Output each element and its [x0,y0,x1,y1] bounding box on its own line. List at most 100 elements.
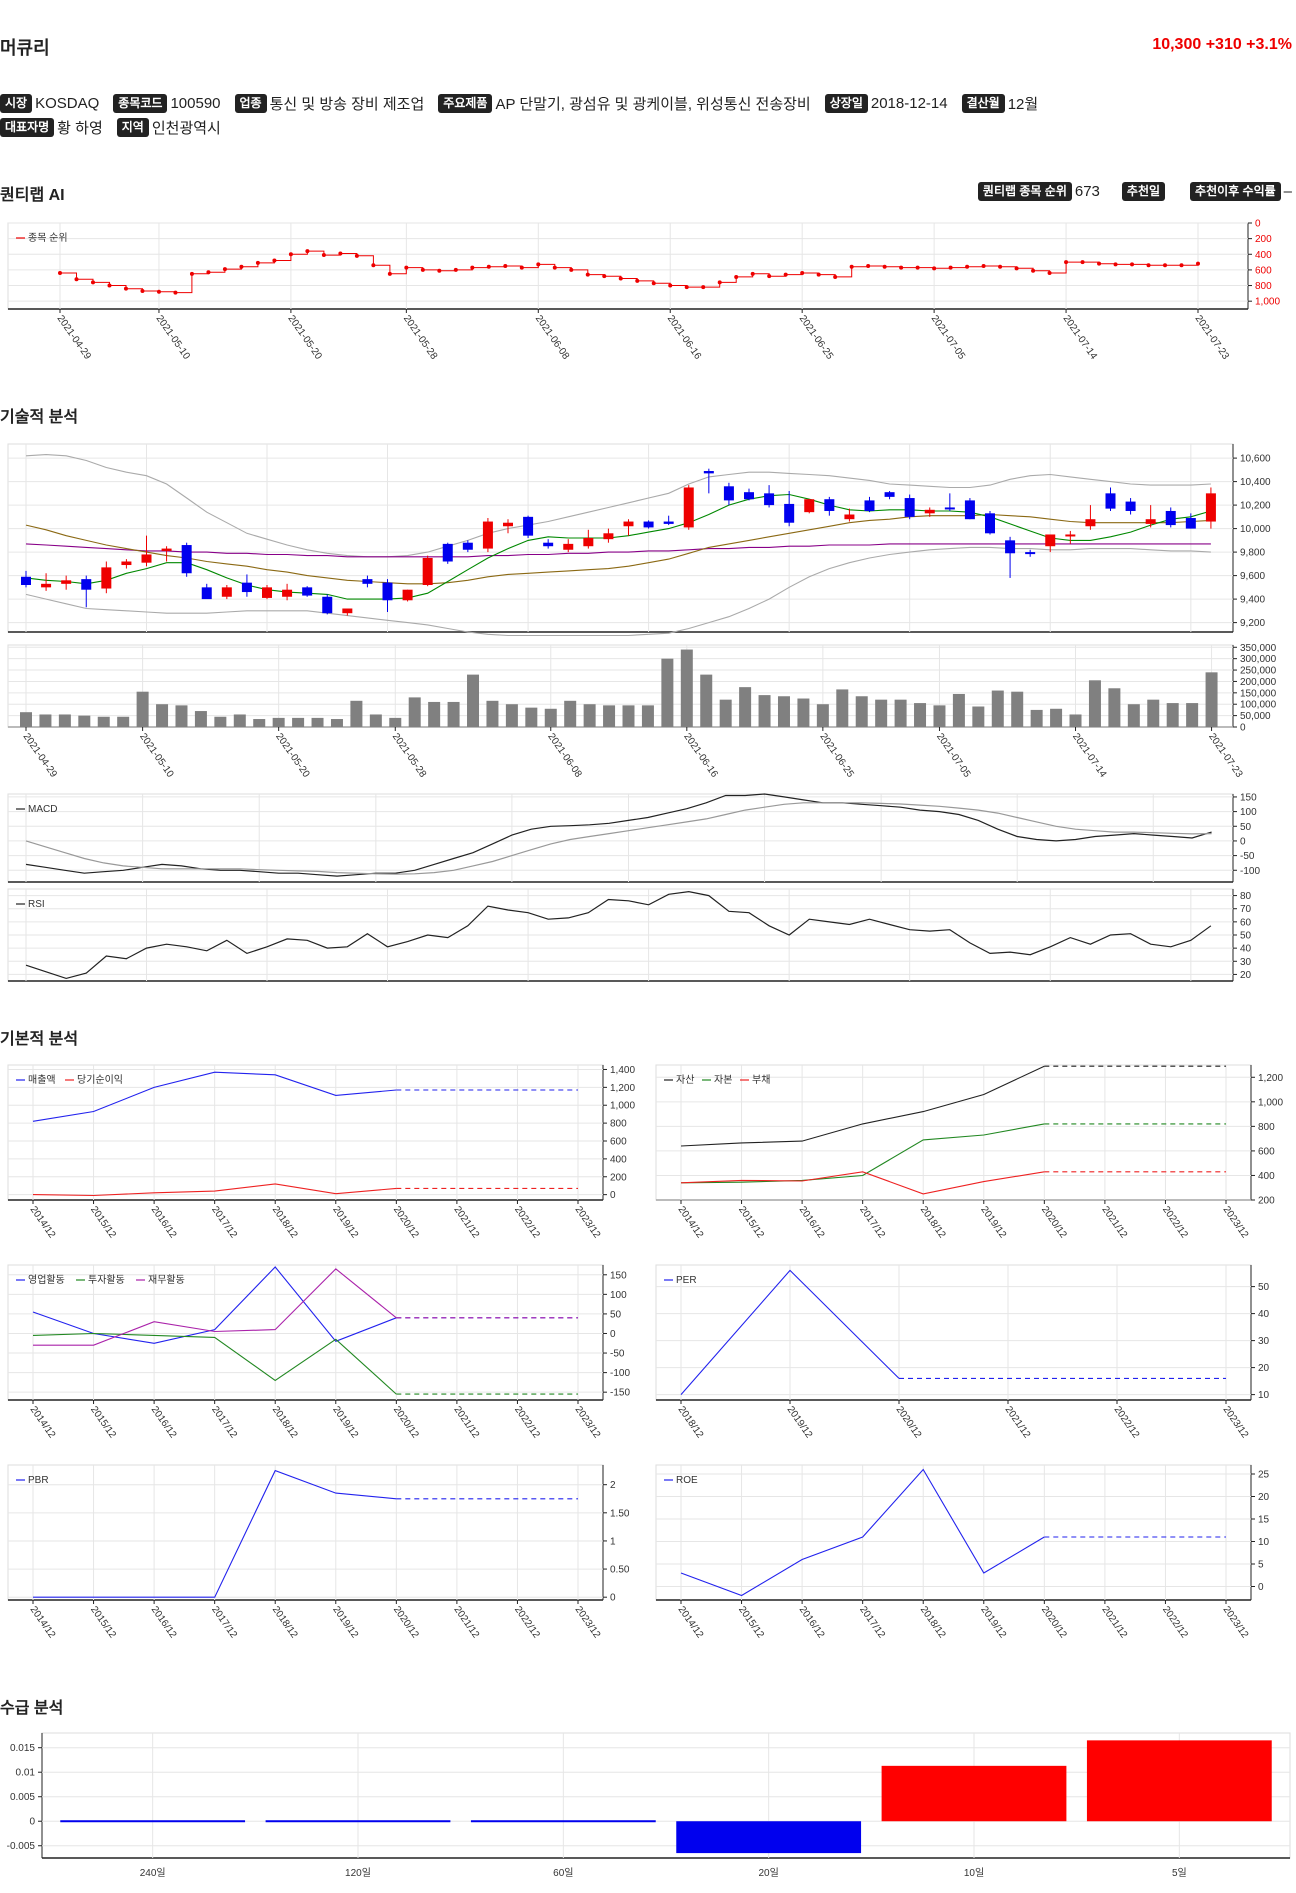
assets-x-tick-label: 2018/12 [918,1204,948,1240]
stock-name: 머큐리 [0,38,50,58]
per-series-line [680,1269,900,1395]
ceo-label: 대표자명 [0,118,55,137]
candle-body [262,587,272,598]
volume-bar [758,695,771,727]
volume-bar [1147,699,1160,727]
price-chart: 9,200 9,400 9,600 9,800 10,000 10,200 10,400 10… [7,443,1271,637]
rank-point [321,253,326,258]
price-y-tick-label: 9,600 [1240,571,1265,582]
volume-x-tick-label: 2021-06-08 [545,731,584,780]
candle-body [583,538,594,547]
ai-summary: 퀀티랩 종목 순위 673 추천일 추천이후 수익률 – [977,182,1292,201]
supply-y-tick-label: 0.01 [16,1768,36,1779]
rank-point [701,285,706,290]
rank-point [420,267,425,272]
roe-x-tick-label: 2016/12 [797,1604,827,1640]
assets-series-line [680,1065,1045,1147]
pbr-y-tick-label: 0.50 [610,1565,630,1576]
products-value: AP 단말기, 광섬유 및 광케이블, 위성통신 전송장비 [495,96,811,113]
rank-point [288,252,293,257]
ma20-line [25,513,1211,585]
volume-bar [1108,688,1121,727]
volume-bar [1069,714,1082,727]
rank-point [585,272,590,277]
cashflow-legend-label: 투자활동 [88,1273,125,1286]
volume-bar [1186,703,1199,727]
roe-y-tick-label: 5 [1258,1560,1264,1571]
volume-bar [700,674,713,727]
per-x-tick-label: 2019/12 [785,1404,815,1440]
rsi-y-tick-label: 70 [1240,904,1252,915]
candle-body [201,587,212,600]
return-value: – [1283,183,1292,200]
per-chart: 10 20 30 40 50 2018/12 2019/12 2020/12 2021/12 20… [655,1264,1270,1441]
rank-point [1097,261,1102,266]
rank-point [1179,263,1184,268]
cashflow-x-tick-label: 2023/12 [573,1404,603,1440]
supply-x-tick-label: 10일 [964,1867,984,1879]
cashflow-series-line [33,1268,397,1346]
rank-x-tick-label: 2021-05-28 [401,313,440,362]
candle-body [181,545,192,574]
roe-x-tick-label: 2020/12 [1039,1604,1069,1640]
rank-point [767,274,772,279]
candle-body [643,521,654,528]
supply-bar [676,1821,862,1854]
macd-y-tick-label: 100 [1240,807,1257,818]
pbr-x-tick-label: 2017/12 [209,1604,239,1640]
candle-body [824,499,835,511]
volume-bar [991,690,1004,727]
sales-series-line [32,1071,397,1122]
rank-plot-frame [7,222,1249,310]
volume-bar [350,700,363,727]
volume-bar [622,705,635,727]
per-y-tick-label: 20 [1258,1363,1270,1374]
volume-bar [1050,708,1063,727]
candle-body [563,543,574,550]
candle-body [944,507,955,510]
candle-body [221,587,232,597]
volume-bar [933,705,946,727]
candle-body [1065,534,1076,537]
candle-body [543,542,554,547]
volume-y-tick-label: 50,000 [1240,711,1271,722]
volume-bar [389,717,402,727]
roe-x-tick-label: 2023/12 [1221,1604,1251,1640]
assets-plot-frame [655,1064,1252,1201]
section-title-fundamental: 기본적 분석 [0,1031,79,1048]
assets-x-tick-label: 2014/12 [676,1204,706,1240]
assets-y-tick-label: 800 [1258,1122,1275,1133]
rank-point [866,264,871,268]
return-label: 추천이후 수익률 [1190,182,1281,201]
rank-point [58,271,62,276]
candle-body [141,554,152,563]
supply-bar [265,1820,451,1823]
candle-body [161,548,172,551]
volume-bar [330,719,343,727]
sales-series-line [32,1183,397,1197]
volume-bar [447,701,460,727]
volume-bar [156,704,169,727]
rank-point [981,264,986,268]
candle-body [723,486,734,501]
assets-x-tick-label: 2019/12 [978,1204,1008,1240]
assets-chart: 200 400 600 800 1,000 1,200 2014/12 2015/12 2016… [655,1064,1283,1241]
rank-label: 퀀티랩 종목 순위 [977,182,1072,201]
code-label: 종목코드 [113,94,168,113]
volume-y-tick-label: 150,000 [1240,688,1277,699]
volume-bar [272,717,285,727]
volume-x-tick-label: 2021-07-23 [1206,731,1245,780]
candle-body [844,514,855,520]
rank-point [618,276,623,281]
candle-body [302,587,313,596]
rank-point [206,270,211,275]
rank-point [1196,261,1200,266]
macd-y-tick-label: -100 [1240,866,1260,877]
rank-point [354,253,359,258]
supply-chart: -0.005 0 0.005 0.01 0.015 240일 120일 60일 20일 10일 5일 [7,1732,1291,1879]
candle-body [1145,519,1156,524]
candle-body [964,500,975,520]
cashflow-y-tick-label: -50 [610,1349,625,1360]
rank-point [371,263,376,268]
assets-series-line [680,1171,1045,1195]
